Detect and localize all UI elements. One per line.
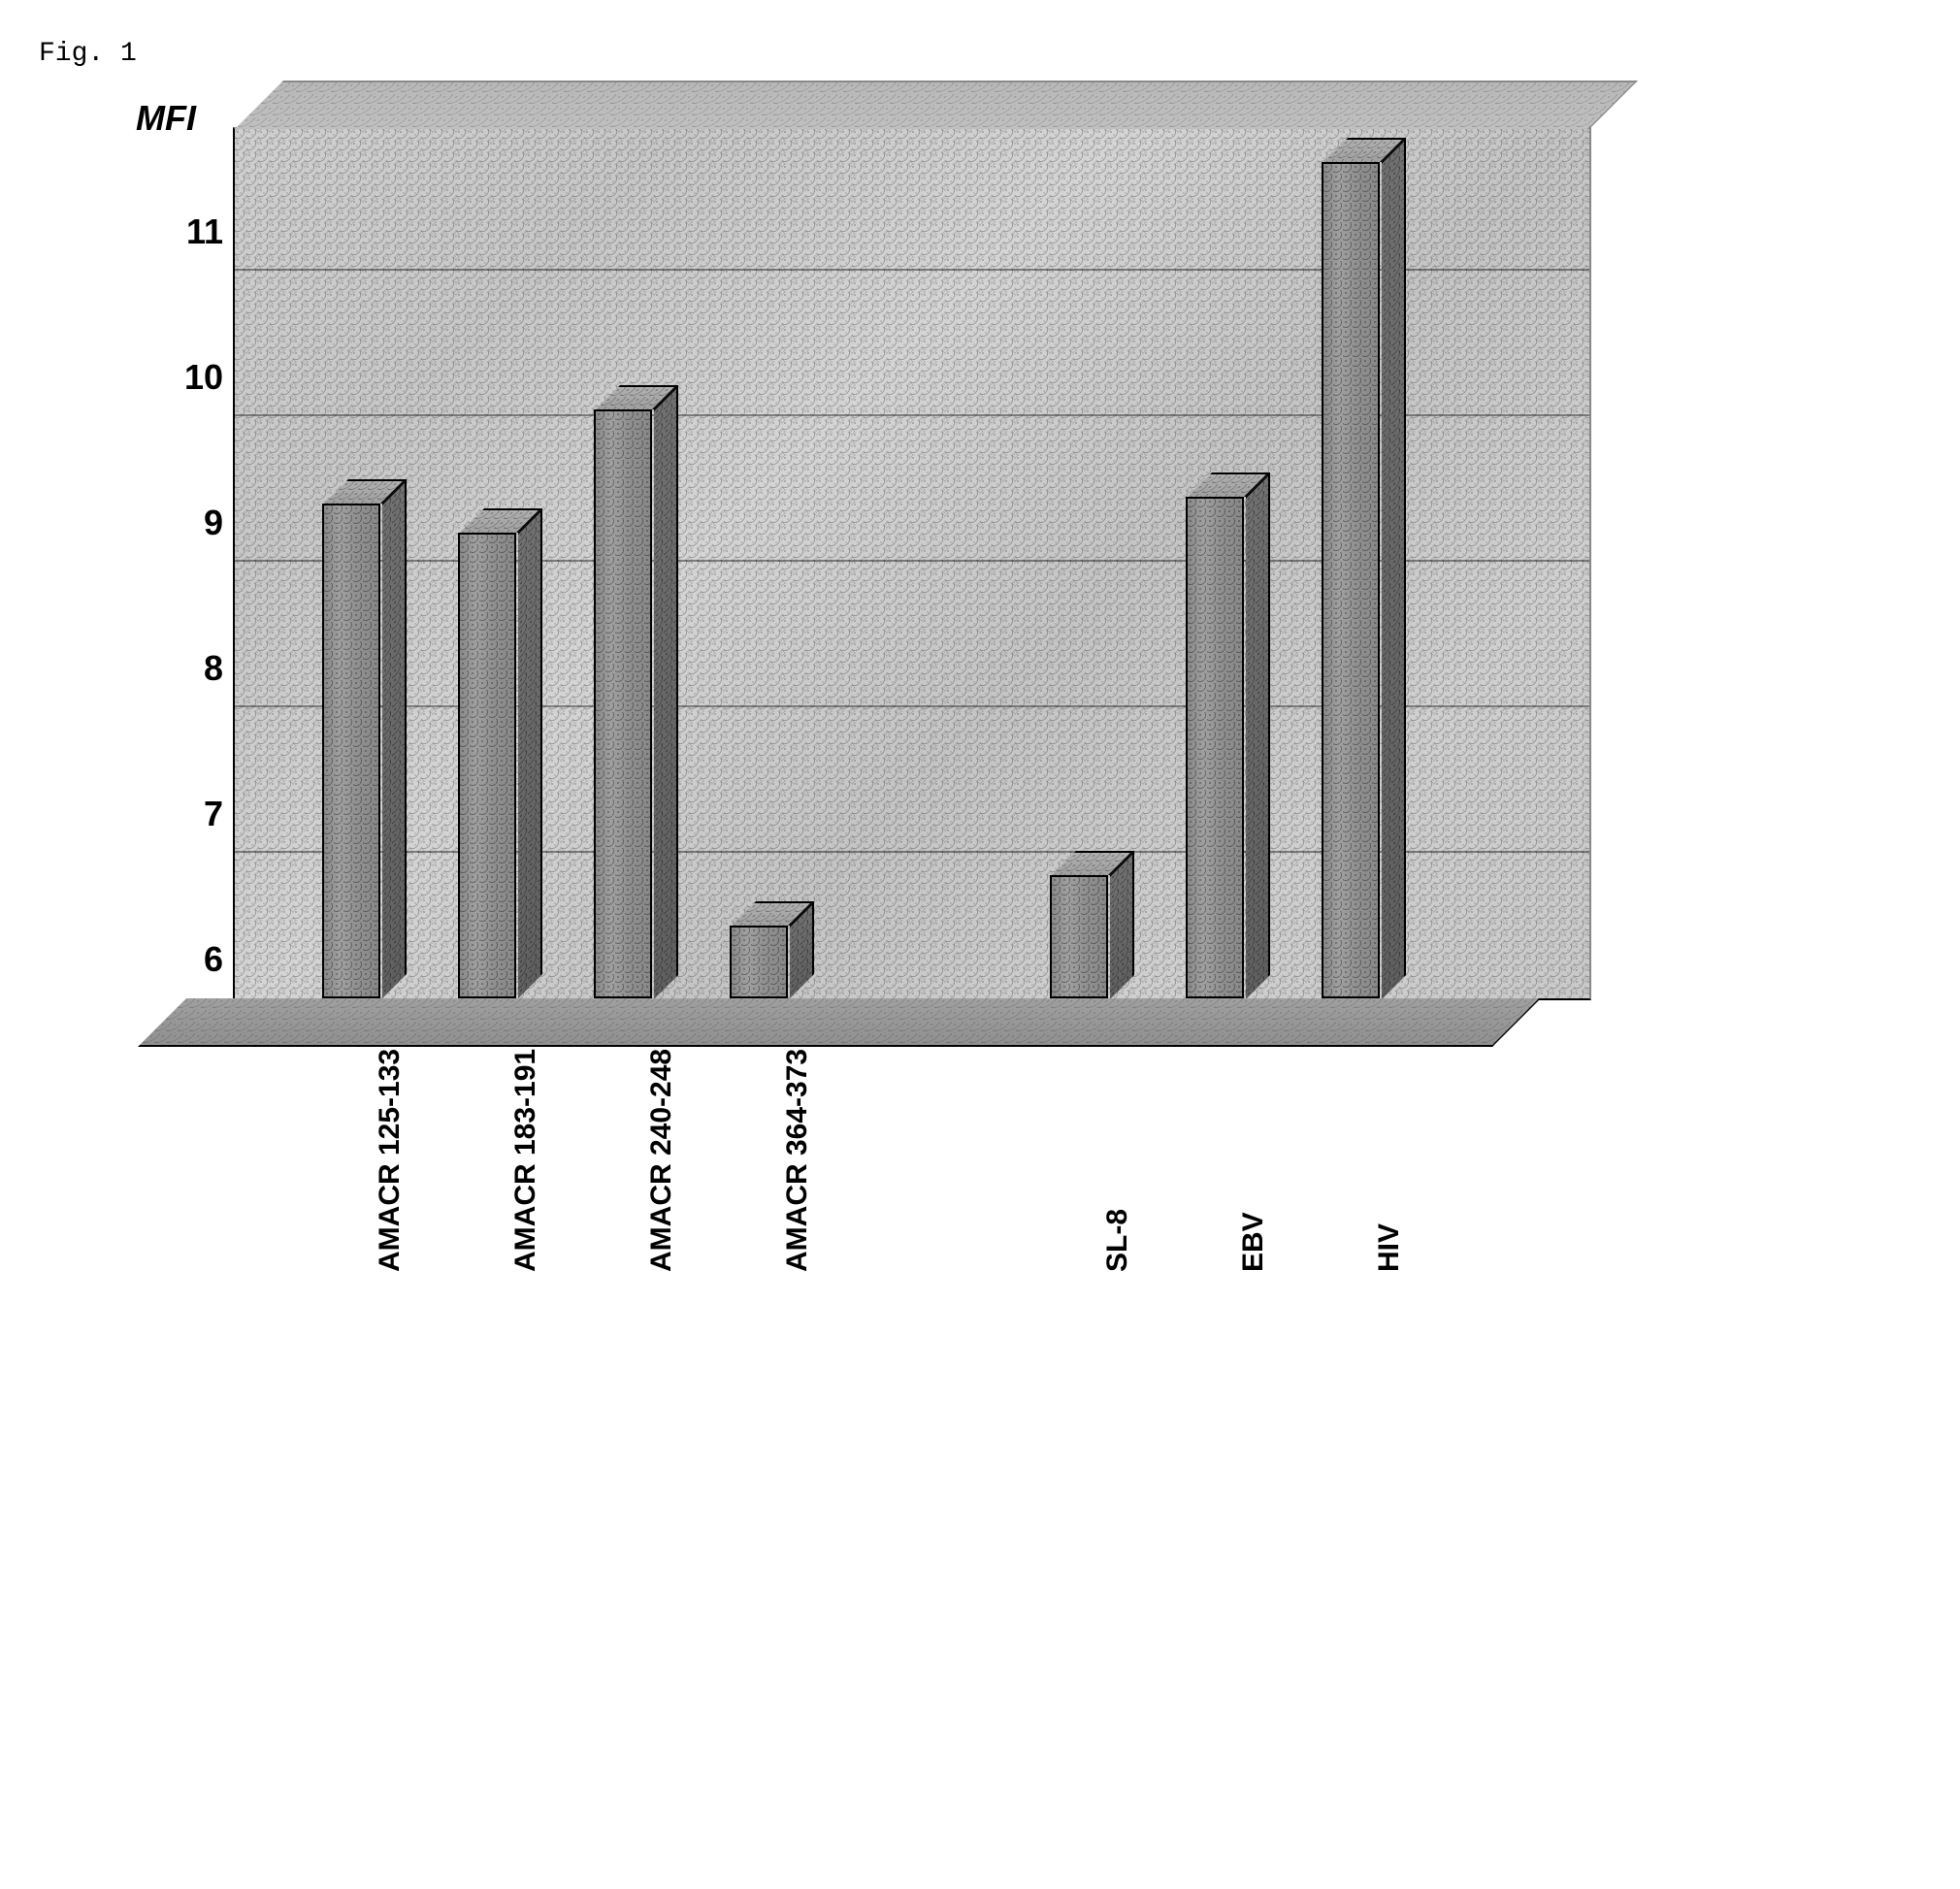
bar-side-face: [518, 508, 542, 998]
chart-back-wall: [235, 81, 1638, 129]
x-tick-label: SL-8: [1101, 1209, 1134, 1272]
y-tick-label: 9: [155, 503, 223, 543]
bar-chart: MFI 67891011 AMACR 125-133AMACR 183-191A…: [233, 127, 1921, 1000]
y-tick-label: 7: [155, 794, 223, 834]
y-tick-label: 8: [155, 648, 223, 689]
x-tick-label: AMACR 364-373: [781, 1049, 814, 1272]
bar-side-face: [382, 479, 407, 998]
x-tick-label: AMACR 183-191: [509, 1049, 542, 1272]
x-tick-label: AMACR 240-248: [645, 1049, 678, 1272]
bar-front-face: [1050, 875, 1108, 999]
y-axis-title: MFI: [136, 98, 196, 139]
x-tick-label: EBV: [1237, 1212, 1270, 1272]
figure-label: Fig. 1: [39, 39, 1921, 69]
bar-front-face: [322, 504, 380, 998]
y-tick-label: 10: [155, 357, 223, 398]
bar-side-face: [1110, 851, 1134, 999]
bars-container: [235, 129, 1589, 998]
bar-side-face: [1382, 138, 1406, 999]
bar-front-face: [730, 926, 788, 998]
bar-front-face: [1322, 162, 1380, 999]
bar-side-face: [654, 385, 678, 999]
x-tick-label: HIV: [1373, 1223, 1406, 1272]
y-tick-label: 6: [155, 939, 223, 980]
x-tick-label: AMACR 125-133: [374, 1049, 407, 1272]
chart-floor: [138, 998, 1541, 1047]
plot-area: [233, 127, 1591, 1000]
bar-front-face: [594, 409, 652, 999]
bar-front-face: [458, 533, 516, 998]
bar-front-face: [1186, 497, 1244, 999]
bar-side-face: [1246, 472, 1270, 999]
y-tick-label: 11: [155, 212, 223, 252]
